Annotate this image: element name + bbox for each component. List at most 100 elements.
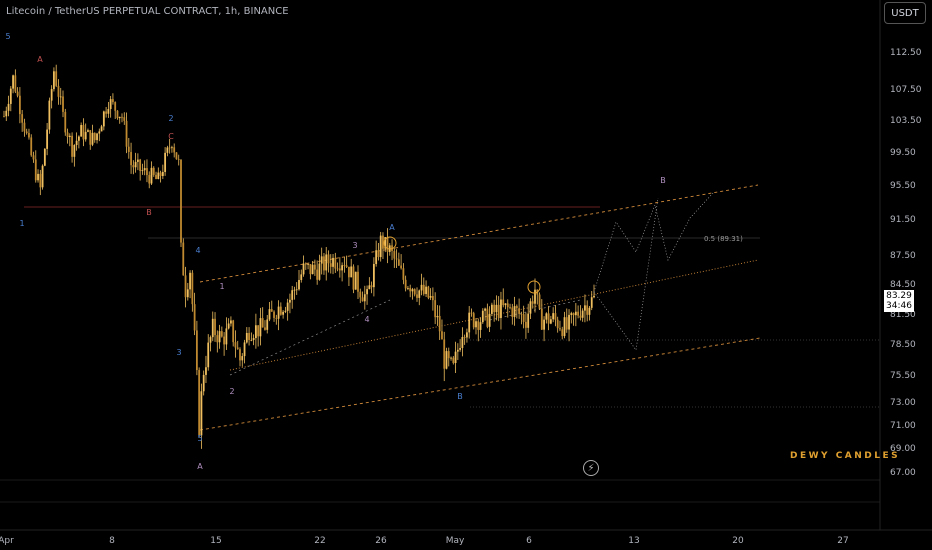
candle-body [570,313,573,315]
candle-body [125,120,128,147]
currency-button[interactable]: USDT [884,2,926,24]
candle-body [30,137,33,156]
candle-body [359,291,362,298]
candle-body [506,303,509,308]
candle-body [348,266,350,278]
candle-body [452,357,455,364]
candle-body [393,250,396,259]
candle-body [377,250,380,258]
candle-body [468,312,471,333]
candle-body [198,370,201,436]
candle-body [584,305,586,311]
wave-label: 3 [176,348,181,357]
candle-body [293,289,296,291]
candle-body [282,311,285,315]
candle-body [62,96,64,112]
candle-body [227,323,230,329]
candle-body [107,109,110,114]
candle-body [236,347,239,350]
candle-body [80,125,83,137]
candle-body [372,264,375,288]
candle-body [43,148,46,166]
candle-body [39,173,42,188]
candle-body [202,374,205,392]
candle-body [214,318,216,336]
candle-body [427,286,430,298]
candle-body [302,263,305,275]
candle-body [327,254,330,264]
candle-body [116,110,119,119]
y-tick-label: 103.50 [890,116,922,126]
candle-body [180,159,182,243]
y-tick-label: 112.50 [890,48,922,58]
chart-title: Litecoin / TetherUS PERPETUAL CONTRACT, … [6,6,289,17]
candle-body [275,317,278,319]
candle-body [463,337,466,338]
candle-body [152,167,155,175]
candle-body [543,319,545,330]
candle-body [504,303,507,306]
candle-body [184,275,187,298]
candle-body [384,237,387,249]
candle-body [466,332,468,338]
candle-body [14,75,17,92]
candle-body [329,263,332,267]
candle-body [68,135,71,138]
candle-body [379,235,382,258]
candle-body [143,168,146,171]
candle-body [409,287,412,292]
wave-label: C [168,132,174,141]
candle-body [431,295,434,301]
candle-body [529,301,532,314]
candle-body [157,172,160,179]
x-tick-label: 27 [837,536,848,546]
wave-label: 4 [364,315,369,324]
candle-body [91,132,94,145]
candle-body [395,258,398,260]
candle-body [234,342,237,348]
candle-body [98,131,101,134]
candle-body [298,280,300,290]
candle-body [164,152,167,172]
wave-label: A [37,55,43,64]
candle-body [525,321,527,328]
candle-body [545,313,548,320]
candle-body [588,307,591,315]
wave-label: B [457,392,463,401]
candle-body [382,235,384,249]
candle-body [336,268,339,270]
candle-body [3,116,5,117]
y-tick-label: 84.50 [890,280,916,290]
candle-body [375,250,378,265]
candle-body [216,335,219,343]
candle-body [304,263,307,265]
candle-body [413,289,416,295]
candle-body [102,111,105,127]
lightning-icon[interactable]: ⚡ [583,460,599,476]
channel-upper [199,184,759,283]
candle-body [189,272,191,290]
candle-body [495,304,498,313]
candle-body [515,306,518,309]
candle-body [481,310,484,323]
candle-body [146,168,148,176]
candle-body [579,315,582,318]
candle-body [443,339,446,369]
y-tick-label: 73.00 [890,398,916,408]
wave-label: 3 [352,241,357,250]
watermark: DEWY CANDLES [790,451,901,461]
candle-body [500,299,502,318]
candle-body [159,172,162,177]
candle-body [341,265,344,271]
candle-body [370,285,373,288]
candle-body [318,263,321,280]
y-tick-label: 81.50 [890,310,916,320]
candle-body [527,313,530,328]
candle-body [211,318,214,338]
candle-body [461,337,464,349]
candle-body [257,325,260,337]
candle-body [313,264,316,270]
candle-body [402,268,405,280]
candle-body [223,336,226,345]
